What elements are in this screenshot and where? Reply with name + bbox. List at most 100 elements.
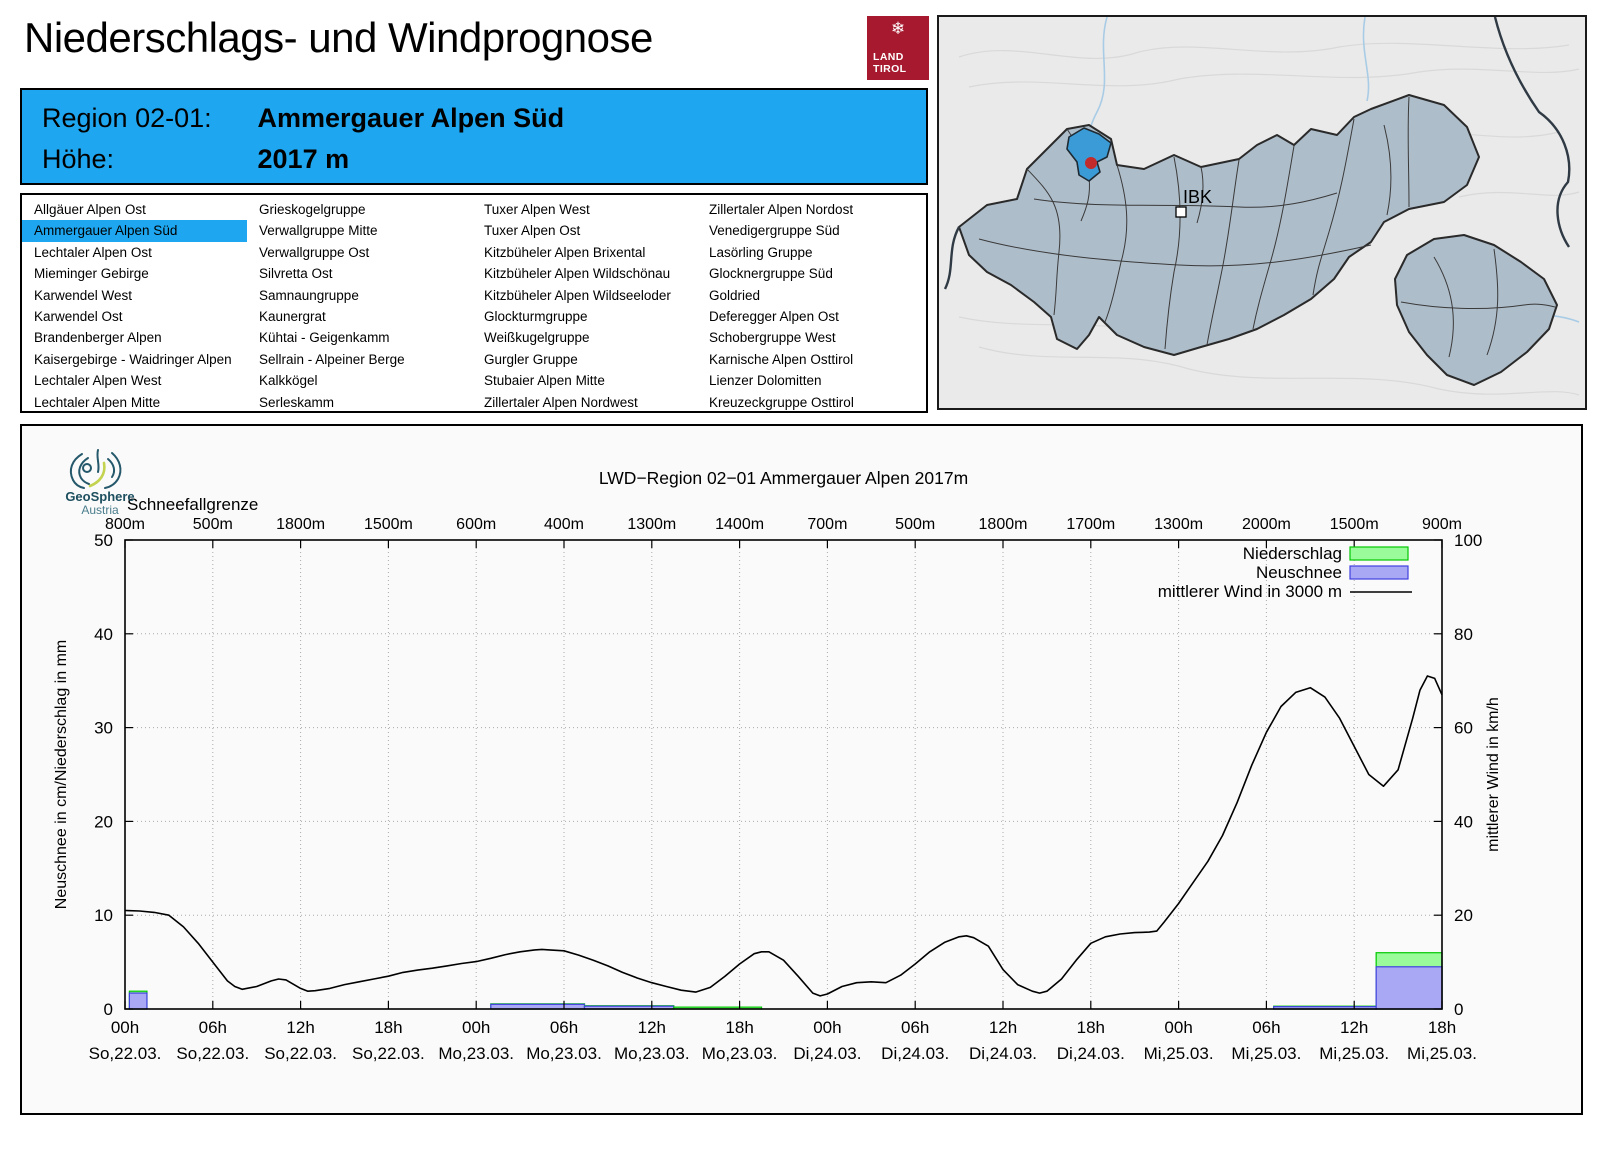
region-list-item[interactable]: Venedigergruppe Süd: [709, 223, 840, 239]
region-list-item[interactable]: Allgäuer Alpen Ost: [34, 202, 146, 217]
region-list-item[interactable]: Zillertaler Alpen Nordost: [709, 202, 854, 217]
region-list-item[interactable]: Kalkkögel: [259, 373, 318, 389]
x-tick-hour: 00h: [111, 1018, 139, 1037]
right-tick-label: 80: [1454, 625, 1473, 644]
region-list-item[interactable]: Kitzbüheler Alpen Wildseeloder: [484, 287, 671, 303]
right-tick-label: 20: [1454, 906, 1473, 925]
x-tick-hour: 12h: [1340, 1018, 1368, 1037]
region-list-item[interactable]: Kühtai - Geigenkamm: [259, 330, 390, 346]
x-tick-hour: 12h: [638, 1018, 666, 1037]
x-tick-hour: 18h: [725, 1018, 753, 1037]
x-tick-hour: 18h: [1077, 1018, 1105, 1037]
x-tick-day: Di,24.03.: [881, 1044, 949, 1063]
x-tick-hour: 12h: [286, 1018, 314, 1037]
x-tick-hour: 00h: [813, 1018, 841, 1037]
region-list-item[interactable]: Verwallgruppe Mitte: [259, 223, 378, 239]
map-region-highlighted: [1066, 127, 1112, 182]
region-list-item[interactable]: Zillertaler Alpen Nordwest: [484, 394, 638, 410]
wind-line: [124, 675, 1443, 997]
region-list-item[interactable]: Kaisergebirge - Waidringer Alpen: [34, 351, 232, 367]
forecast-chart: LWD−Region 02−01 Ammergauer Alpen 2017m S…: [53, 468, 1502, 1063]
left-tick-label: 0: [104, 1000, 113, 1019]
region-list-item[interactable]: Tuxer Alpen West: [484, 202, 590, 217]
right-tick-label: 100: [1454, 531, 1482, 550]
x-tick-day: So,22.03.: [176, 1044, 249, 1063]
region-value: Ammergauer Alpen Süd: [257, 103, 565, 133]
legend-swatch: [1349, 565, 1409, 580]
region-list-item[interactable]: Glocknergruppe Süd: [709, 266, 833, 282]
x-tick-hour: 06h: [199, 1018, 227, 1037]
snowflake-icon: ❄: [890, 19, 906, 38]
region-list-item[interactable]: Kitzbüheler Alpen Wildschönau: [484, 266, 671, 282]
snowline-value: 1300m: [627, 516, 676, 533]
snowline-value: 1800m: [276, 516, 325, 533]
region-list-column: Allgäuer Alpen Ost Ammergauer Alpen Süd Le…: [22, 199, 247, 411]
right-tick-label: 60: [1454, 719, 1473, 738]
left-axis-title: Neuschnee in cm/Niederschlag in mm: [53, 640, 70, 909]
region-list-item[interactable]: Serleskamm: [259, 394, 335, 410]
new-snow-bar: [1375, 966, 1443, 1010]
x-tick-day: Mi,25.03.: [1231, 1044, 1301, 1063]
region-list-item[interactable]: Silvretta Ost: [259, 266, 333, 282]
map-state-border: [943, 16, 1571, 290]
region-list-item[interactable]: Lechtaler Alpen Mitte: [34, 394, 161, 410]
region-list-item[interactable]: Deferegger Alpen Ost: [709, 308, 839, 324]
region-list-item[interactable]: Kitzbüheler Alpen Brixental: [484, 244, 646, 260]
map-region-east-tirol: [1394, 234, 1558, 386]
geosphere-logo-mark: [69, 449, 122, 489]
region-list-item[interactable]: Karwendel West: [34, 287, 133, 303]
map-internal-borders: [978, 96, 1410, 350]
right-axis-title: mittlerer Wind in km/h: [1485, 697, 1502, 852]
map-internal-borders-east: [1400, 248, 1556, 358]
geosphere-logo: GeoSphere Austria: [60, 448, 140, 518]
x-tick-day: Mi,25.03.: [1144, 1044, 1214, 1063]
region-list-item[interactable]: Sellrain - Alpeiner Berge: [259, 351, 405, 367]
region-list-item[interactable]: Kaunergrat: [259, 308, 326, 324]
region-label: Region 02-01:: [42, 103, 212, 133]
region-list-item[interactable]: Lechtaler Alpen West: [34, 373, 162, 389]
snowline-value: 500m: [193, 516, 233, 533]
snowline-value: 1800m: [979, 516, 1028, 533]
left-tick-label: 50: [94, 531, 113, 550]
land-tirol-logo: ❄ LAND TIROL: [867, 16, 929, 80]
geosphere-logo-svg: GeoSphere Austria: [65, 449, 135, 517]
region-header: Region 02-01: Ammergauer Alpen Süd Höhe:…: [20, 88, 928, 185]
snowline-value: 1500m: [364, 516, 413, 533]
region-list-item[interactable]: Lienzer Dolomitten: [709, 373, 822, 389]
snowline-value: 1400m: [715, 516, 764, 533]
region-list-item[interactable]: Brandenberger Alpen: [34, 330, 162, 346]
region-list-item[interactable]: Karwendel Ost: [34, 308, 123, 324]
region-list-item[interactable]: Lasörling Gruppe: [709, 244, 813, 260]
region-list-item[interactable]: Mieminger Gebirge: [34, 266, 149, 282]
region-list-item-selected[interactable]: Ammergauer Alpen Süd: [22, 220, 247, 242]
left-tick-label: 40: [94, 625, 113, 644]
x-tick-day: Di,24.03.: [969, 1044, 1037, 1063]
x-tick-hour: 06h: [1252, 1018, 1280, 1037]
legend-label: Neuschnee: [1256, 563, 1342, 582]
region-list-item[interactable]: Lechtaler Alpen Ost: [34, 244, 152, 260]
region-list-item[interactable]: Stubaier Alpen Mitte: [484, 373, 605, 389]
region-list-item[interactable]: Verwallgruppe Ost: [259, 244, 370, 260]
region-list-item[interactable]: Glockturmgruppe: [484, 308, 588, 324]
snowline-value: 400m: [544, 516, 584, 533]
region-list-item[interactable]: Gurgler Gruppe: [484, 351, 578, 367]
region-list-item[interactable]: Grieskogelgruppe: [259, 202, 366, 217]
region-list: Allgäuer Alpen Ost Ammergauer Alpen Süd Le…: [20, 193, 928, 413]
region-list-item[interactable]: Kreuzeckgruppe Osttirol: [709, 394, 854, 410]
region-list-item[interactable]: Weißkugelgruppe: [484, 330, 590, 346]
x-tick-day: So,22.03.: [89, 1044, 162, 1063]
snowline-value: 2000m: [1242, 516, 1291, 533]
x-tick-day: So,22.03.: [264, 1044, 337, 1063]
altitude-label: Höhe:: [42, 144, 115, 174]
region-list-item[interactable]: Schobergruppe West: [709, 330, 836, 346]
region-list-item[interactable]: Karnische Alpen Osttirol: [709, 351, 854, 367]
altitude-value: 2017 m: [257, 144, 350, 174]
snowline-value: 1300m: [1154, 516, 1203, 533]
geosphere-name: GeoSphere: [65, 489, 134, 504]
region-list-item[interactable]: Goldried: [709, 287, 761, 303]
region-list-column: Zillertaler Alpen Nordost Venedigergruppe…: [697, 199, 922, 411]
region-list-item[interactable]: Tuxer Alpen Ost: [484, 223, 581, 239]
chart-title: LWD−Region 02−01 Ammergauer Alpen 2017m: [599, 468, 968, 488]
snowline-value: 600m: [456, 516, 496, 533]
region-list-item[interactable]: Samnaungruppe: [259, 287, 359, 303]
